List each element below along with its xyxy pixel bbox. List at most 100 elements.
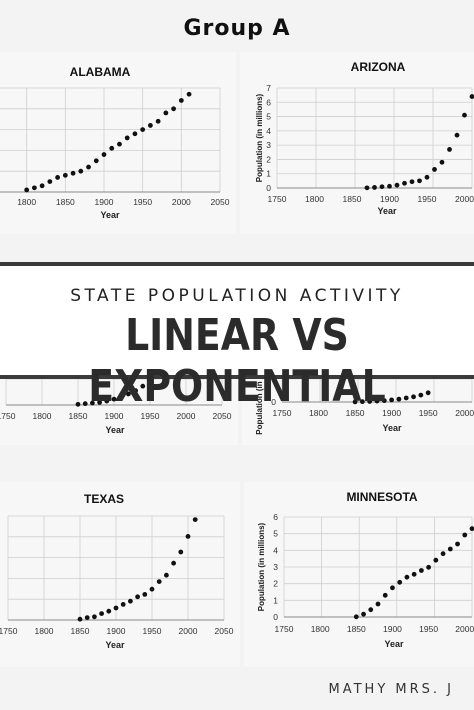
data-point xyxy=(133,388,139,394)
x-tick-label: 1950 xyxy=(143,626,162,636)
data-point xyxy=(127,598,133,604)
data-point xyxy=(120,602,126,607)
x-tick-label: 1950 xyxy=(133,197,152,207)
x-tick-label: 1850 xyxy=(346,408,365,418)
data-point xyxy=(142,592,148,597)
data-point xyxy=(149,586,155,592)
data-point xyxy=(113,605,119,611)
data-point xyxy=(178,549,184,555)
x-tick-label: 1800 xyxy=(33,411,52,421)
data-point xyxy=(424,174,430,180)
x-tick-label: 1900 xyxy=(95,197,114,207)
x-tick-label: 1900 xyxy=(380,194,399,204)
x-axis-label: Year xyxy=(382,423,402,433)
y-tick-label: 2 xyxy=(273,579,278,589)
data-point xyxy=(425,390,431,396)
x-axis-label: Year xyxy=(377,206,397,216)
data-point xyxy=(433,557,439,563)
y-tick-label: 1 xyxy=(266,169,271,179)
data-point xyxy=(375,601,381,607)
data-point xyxy=(171,560,177,566)
y-axis-label: Population (in millions) xyxy=(257,522,266,611)
x-tick-label: 1750 xyxy=(275,624,294,634)
data-point xyxy=(171,106,177,112)
x-tick-label: 2000 xyxy=(177,411,196,421)
banner-subtitle: STATE POPULATION ACTIVITY xyxy=(70,286,404,306)
x-tick-label: 1950 xyxy=(419,624,438,634)
data-point xyxy=(93,158,99,164)
data-point xyxy=(455,541,460,547)
x-axis-label: Year xyxy=(105,640,125,650)
y-tick-label: 4 xyxy=(266,126,271,136)
data-point xyxy=(440,551,446,557)
data-point xyxy=(163,110,169,116)
data-point xyxy=(432,167,437,172)
data-point xyxy=(24,187,30,193)
data-point xyxy=(462,532,468,538)
x-tick-label: 2050 xyxy=(213,411,232,421)
data-point xyxy=(124,135,130,141)
data-point xyxy=(55,175,60,180)
x-tick-label: 1950 xyxy=(418,194,437,204)
y-axis-label: Population (in millions) xyxy=(255,346,264,435)
data-point xyxy=(389,397,395,403)
data-point xyxy=(82,401,88,407)
data-point xyxy=(447,147,452,152)
texas-title: TEXAS xyxy=(83,492,124,506)
x-tick-label: 2050 xyxy=(211,197,230,207)
x-tick-label: 2000 xyxy=(179,626,198,636)
x-tick-label: 1750 xyxy=(273,408,292,418)
data-point xyxy=(104,398,110,404)
data-point xyxy=(402,180,407,186)
title-banner: STATE POPULATION ACTIVITY LINEAR VS EXPO… xyxy=(0,262,474,412)
data-point xyxy=(77,616,83,622)
x-tick-label: 1850 xyxy=(56,197,75,207)
x-tick-label: 1750 xyxy=(0,411,16,421)
author-credit: MATHY MRS. J xyxy=(328,682,454,697)
data-point xyxy=(140,127,146,132)
data-point xyxy=(462,112,467,118)
data-point xyxy=(99,611,104,616)
y-tick-label: 6 xyxy=(273,512,278,522)
data-point xyxy=(155,118,161,124)
data-point xyxy=(32,185,37,191)
data-point xyxy=(409,179,415,185)
data-point xyxy=(411,571,417,577)
group-title: Group A xyxy=(183,16,291,41)
y-tick-label: 0 xyxy=(266,183,271,193)
data-point xyxy=(382,592,388,598)
data-point xyxy=(97,400,102,405)
data-point xyxy=(75,401,81,407)
texas-panel xyxy=(0,482,240,667)
x-axis-label: Year xyxy=(105,425,125,435)
data-point xyxy=(117,141,122,147)
data-point xyxy=(147,379,153,384)
alabama-title: ALABAMA xyxy=(69,65,131,79)
data-point xyxy=(374,398,380,404)
x-tick-label: 1800 xyxy=(309,408,328,418)
data-point xyxy=(39,183,45,189)
y-tick-label: 2 xyxy=(266,154,271,164)
data-point xyxy=(418,392,424,398)
y-tick-label: 5 xyxy=(266,112,271,122)
data-point xyxy=(439,159,445,165)
x-tick-label: 1800 xyxy=(305,194,324,204)
y-tick-label: 0 xyxy=(273,612,278,622)
data-point xyxy=(47,179,53,185)
y-tick-label: 5 xyxy=(273,529,278,539)
x-tick-label: 1900 xyxy=(107,626,126,636)
data-point xyxy=(118,394,124,400)
x-tick-label: 1950 xyxy=(419,408,438,418)
data-point xyxy=(353,614,359,620)
x-tick-label: 1800 xyxy=(311,624,330,634)
arizona-panel xyxy=(240,52,474,234)
y-tick-label: 4 xyxy=(273,545,278,555)
data-point xyxy=(372,185,377,190)
data-point xyxy=(109,145,115,151)
data-point xyxy=(394,182,400,188)
middle-left-panel xyxy=(0,379,238,445)
x-tick-label: 1850 xyxy=(69,411,88,421)
banner-title: LINEAR VS EXPONENTIAL xyxy=(88,310,386,412)
data-point xyxy=(111,396,117,402)
